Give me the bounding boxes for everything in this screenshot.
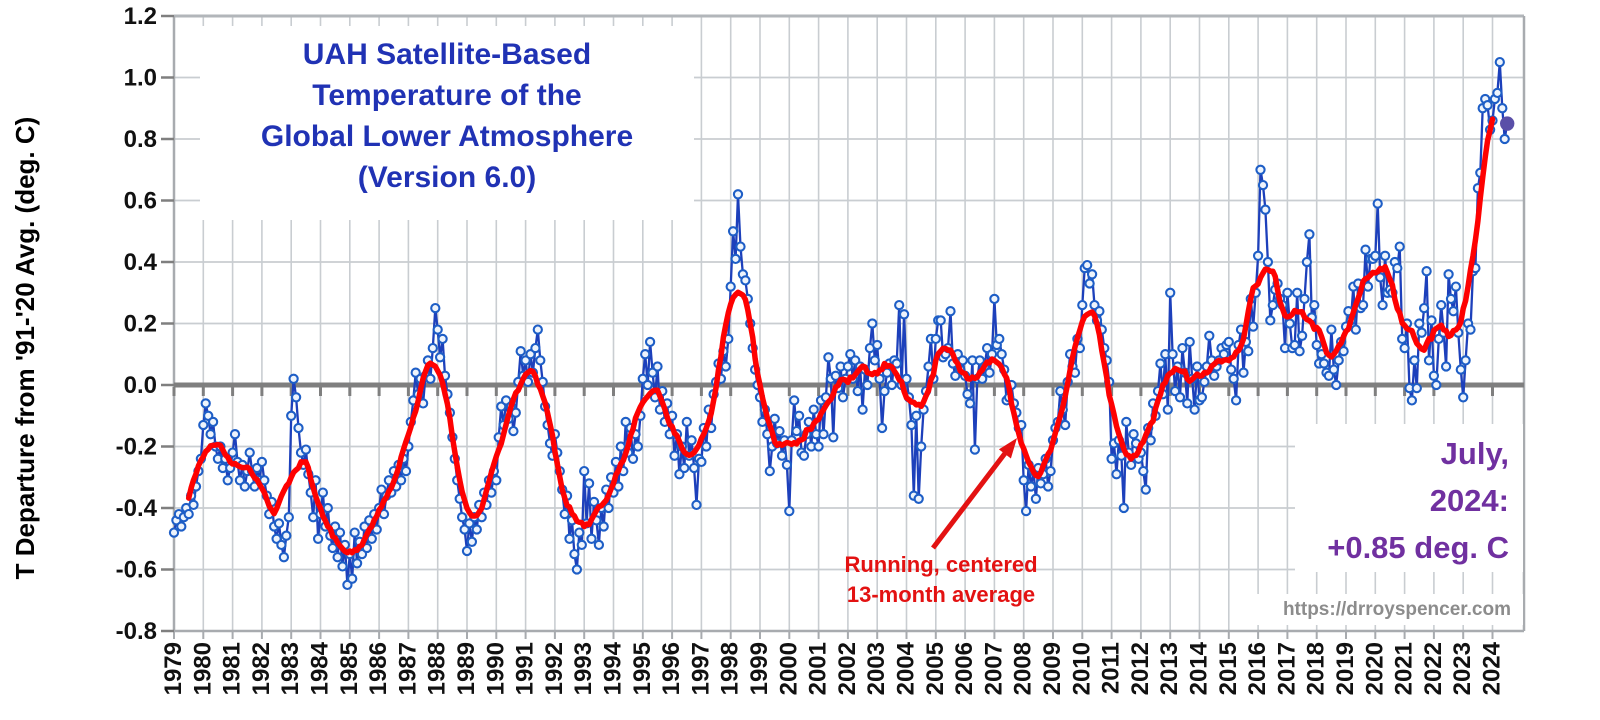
x-tick-label: 2013 bbox=[1156, 642, 1183, 695]
x-tick-label: 2001 bbox=[805, 642, 832, 695]
x-tick-label: 2012 bbox=[1127, 642, 1154, 695]
x-tick-label: 1984 bbox=[307, 641, 334, 695]
site-url: https://drroyspencer.com bbox=[1238, 594, 1523, 625]
x-tick-label: 2023 bbox=[1449, 642, 1476, 695]
running-average-line bbox=[185, 116, 1496, 556]
x-tick-label: 2010 bbox=[1068, 642, 1095, 695]
x-tick-label: 2008 bbox=[1010, 642, 1037, 695]
x-tick-label: 2000 bbox=[775, 642, 802, 695]
chart-title-line-4: (Version 6.0) bbox=[357, 161, 537, 194]
x-tick-label: 1988 bbox=[424, 642, 451, 695]
y-tick-label: 1.2 bbox=[124, 3, 157, 30]
annotation-arrow bbox=[931, 438, 1017, 550]
axis-ticks bbox=[161, 14, 1494, 639]
x-tick-label: 1983 bbox=[277, 642, 304, 695]
y-tick-label: 0.4 bbox=[124, 249, 158, 276]
running-average-label-line-1: Running, centered bbox=[844, 552, 1038, 577]
x-tick-label: 1981 bbox=[219, 642, 246, 695]
x-tick-label: 2011 bbox=[1098, 642, 1125, 694]
x-tick-label: 2020 bbox=[1361, 642, 1388, 695]
x-tick-label: 2022 bbox=[1420, 642, 1447, 695]
x-tick-label: 1994 bbox=[600, 641, 627, 695]
chart-title-line-2: Temperature of the bbox=[312, 79, 582, 112]
x-tick-label: 1990 bbox=[482, 642, 509, 695]
chart-title: UAH Satellite-Based Temperature of the G… bbox=[200, 26, 694, 220]
chart-title-line-3: Global Lower Atmosphere bbox=[260, 120, 634, 153]
x-tick-label: 1996 bbox=[658, 642, 685, 695]
x-tick-label: 2006 bbox=[951, 642, 978, 695]
x-tick-label: 2009 bbox=[1039, 642, 1066, 695]
x-tick-label: 1979 bbox=[160, 642, 187, 695]
latest-point-marker bbox=[1500, 116, 1515, 131]
y-tick-label: -0.6 bbox=[116, 557, 157, 584]
running-average-label: Running, centered 13-month average bbox=[826, 550, 1056, 610]
x-tick-label: 2002 bbox=[834, 642, 861, 695]
x-tick-label: 2007 bbox=[980, 642, 1007, 695]
x-tick-label: 1989 bbox=[453, 642, 480, 695]
x-tick-label: 2017 bbox=[1273, 642, 1300, 695]
y-tick-label: -0.4 bbox=[116, 495, 158, 522]
x-tick-label: 2014 bbox=[1186, 641, 1213, 695]
x-tick-label: 1982 bbox=[248, 642, 275, 695]
y-tick-label: 1.0 bbox=[124, 65, 157, 92]
x-tick-label: 1987 bbox=[394, 642, 421, 695]
chart-title-line-1: UAH Satellite-Based bbox=[302, 38, 592, 71]
x-tick-label: 1993 bbox=[570, 642, 597, 695]
y-tick-label: 0.0 bbox=[124, 372, 157, 399]
running-average-label-line-2: 13-month average bbox=[846, 582, 1036, 607]
y-axis-title: T Departure from '91-'20 Avg. (deg. C) bbox=[10, 116, 40, 580]
y-axis-labels: 1.2 1.0 0.8 0.6 0.4 0.2 0.0 -0.2 -0.4 -0.6 -0.8 bbox=[116, 3, 158, 645]
x-tick-label: 2004 bbox=[893, 641, 920, 695]
x-tick-label: 1998 bbox=[717, 642, 744, 695]
latest-reading-month: July, bbox=[1440, 436, 1509, 471]
x-tick-label: 2019 bbox=[1332, 642, 1359, 695]
x-tick-label: 2018 bbox=[1303, 642, 1330, 695]
latest-reading-value: +0.85 deg. C bbox=[1327, 530, 1509, 565]
x-tick-label: 2003 bbox=[863, 642, 890, 695]
y-tick-label: 0.8 bbox=[124, 126, 157, 153]
x-tick-label: 2016 bbox=[1244, 642, 1271, 695]
y-tick-label: -0.2 bbox=[116, 434, 157, 461]
x-axis-labels: 1979 1980 1981 1982 1983 1984 1985 1986 1987 1988… bbox=[160, 641, 1506, 695]
x-tick-label: 1992 bbox=[541, 642, 568, 695]
x-tick-label: 1999 bbox=[746, 642, 773, 695]
y-tick-label: -0.8 bbox=[116, 618, 157, 645]
x-tick-label: 2005 bbox=[922, 642, 949, 695]
latest-reading-year: 2024: bbox=[1429, 483, 1509, 518]
latest-reading-label: July, 2024: +0.85 deg. C bbox=[1295, 424, 1523, 572]
x-tick-label: 1997 bbox=[687, 642, 714, 695]
x-tick-label: 1991 bbox=[512, 642, 539, 695]
x-tick-label: 1986 bbox=[365, 642, 392, 695]
x-tick-label: 2015 bbox=[1215, 642, 1242, 695]
y-tick-label: 0.2 bbox=[124, 311, 157, 338]
x-tick-label: 1985 bbox=[336, 642, 363, 695]
x-tick-label: 1980 bbox=[189, 642, 216, 695]
x-tick-label: 2021 bbox=[1391, 642, 1418, 695]
x-tick-label: 1995 bbox=[629, 642, 656, 695]
y-tick-label: 0.6 bbox=[124, 188, 157, 215]
x-tick-label: 2024 bbox=[1479, 641, 1506, 695]
